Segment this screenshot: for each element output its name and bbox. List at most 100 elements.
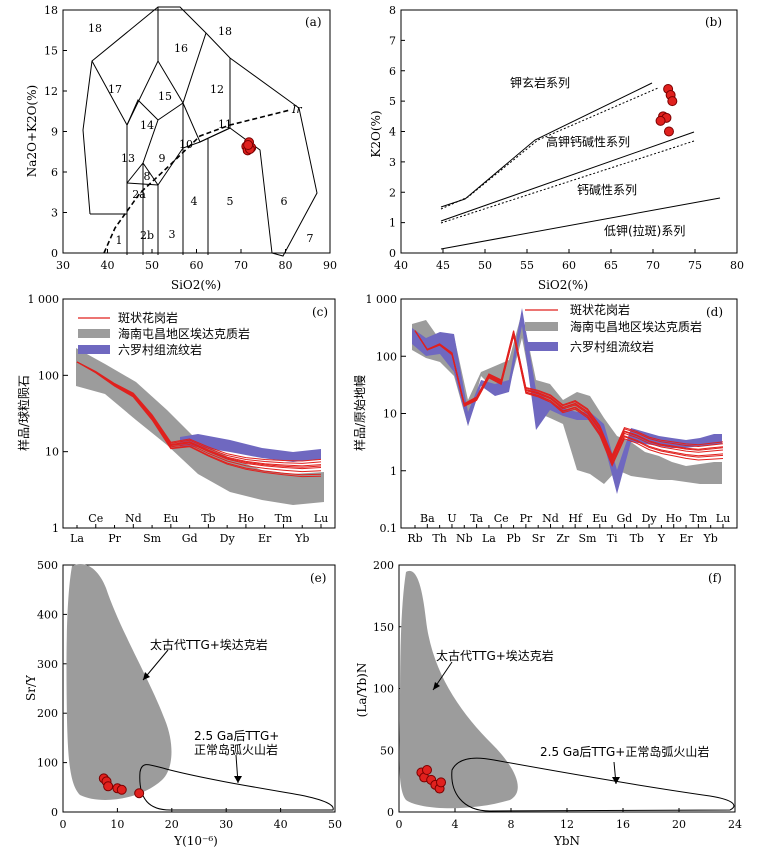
panel-d-legend: 斑状花岗岩 海南屯昌地区埃达克质岩 六罗村组流纹岩 <box>525 302 702 354</box>
panel-a-xtick-label: 30 <box>56 259 70 272</box>
panel-d-upper-label: U <box>447 512 456 525</box>
panel-a-ytick-label: 18 <box>44 4 58 17</box>
panel-c-lower-label: Yb <box>294 532 309 545</box>
panel-d-ytick-label: 1 000 <box>366 293 398 306</box>
arrowhead-f1 <box>433 682 440 690</box>
panel-a-ytick-label: 12 <box>44 85 58 98</box>
panel-a-ytick-label: 0 <box>51 247 58 260</box>
panel-b-ytick-label: 8 <box>389 4 396 17</box>
panel-c-upper-label: Eu <box>163 512 178 525</box>
panel-e-xtick-label: 20 <box>165 818 179 831</box>
panel-b-ylabel: K2O(%) <box>369 110 383 157</box>
panel-a-xtick-label: 70 <box>234 259 248 272</box>
panel-c-ylabel: 样品/球粒陨石 <box>16 375 31 451</box>
tas-field-label: 13 <box>121 152 135 165</box>
panel-d-ylabel: 样品/原始地幔 <box>352 375 367 451</box>
tas-field-label: 15 <box>158 90 172 103</box>
panel-d-ytick-label: 1 <box>390 465 397 478</box>
panel-f-xtick-label: 20 <box>672 818 686 831</box>
tas-field-label: 18 <box>218 25 232 38</box>
panel-e-label-post-2: 正常岛弧火山岩 <box>194 742 278 757</box>
panel-d-upper-label: Tm <box>689 512 707 525</box>
panel-e-label-archean: 太古代TTG+埃达克岩 <box>150 637 268 652</box>
panel-d-lower-label: Rb <box>407 532 422 545</box>
panel-c-lower-label: Dy <box>220 532 236 545</box>
panel-f-label-archean: 太古代TTG+埃达克岩 <box>436 648 554 663</box>
panel-b-ytick-label: 6 <box>389 65 396 78</box>
panel-d-upper-label: Ho <box>666 512 683 525</box>
panel-f-xtick-label: 8 <box>508 818 515 831</box>
legend-adakite: 海南屯昌地区埃达克质岩 <box>118 326 250 341</box>
data-point <box>422 765 432 776</box>
panel-a-ytick-label: 6 <box>51 166 58 179</box>
panel-a-ytick-label: 3 <box>51 207 58 220</box>
tas-field-boundaries <box>82 6 318 257</box>
panel-c-upper-label: Tb <box>201 512 215 525</box>
panel-b-xtick-label: 60 <box>562 259 576 272</box>
panel-c-ytick-label: 1 000 <box>28 293 60 306</box>
panel-e-ytick-label: 500 <box>37 559 58 572</box>
panel-c-upper-label: Nd <box>125 512 142 525</box>
tas-field-label: 16 <box>174 42 188 55</box>
panel-d-upper-label: Ce <box>494 512 509 525</box>
granite-pattern-line <box>76 361 322 468</box>
panel-b-ytick-label: 3 <box>389 156 396 169</box>
tas-field-label: 5 <box>227 195 234 208</box>
panel-d-lower-label: Zr <box>556 532 570 545</box>
panel-c-upper-label: Lu <box>314 512 328 525</box>
panel-f-xtick-label: 0 <box>396 818 403 831</box>
series-boundaries <box>440 82 721 250</box>
panel-d-ytick-label: 100 <box>376 350 397 363</box>
panel-a-frame <box>62 9 331 254</box>
panel-b-points <box>655 83 678 137</box>
panel-c-upper-label: Ho <box>238 512 255 525</box>
tas-field-label: 12 <box>210 83 224 96</box>
arrowhead-f2 <box>612 777 620 784</box>
panel-f-ylabel: (La/Yb)N <box>355 663 369 718</box>
panel-d-lower-label: Sr <box>532 532 546 545</box>
panel-d-lower-label: Sm <box>578 532 597 545</box>
panel-b-xtick-label: 55 <box>520 259 534 272</box>
granite-pattern-line <box>76 361 322 462</box>
granite-pattern-line <box>414 330 724 461</box>
panel-f-ytick-label: 50 <box>380 744 394 757</box>
panel-f-xtick-label: 4 <box>452 818 459 831</box>
panel-f-xtick-label: 16 <box>616 818 630 831</box>
panel-e-label-post-1: 2.5 Ga后TTG+ <box>194 729 279 743</box>
panel-f-xtick-label: 24 <box>728 818 742 831</box>
panel-e-tag: (e) <box>310 571 326 585</box>
panel-f: 0 4 8 12 16 20 24 0 50 100 150 200 (f) YbN (La/Yb)N… <box>355 559 742 848</box>
panel-c-adakite-field <box>76 348 324 505</box>
panel-c-legend: 斑状花岗岩 海南屯昌地区埃达克质岩 六罗村组流纹岩 <box>78 310 250 357</box>
panel-d-upper-label: Eu <box>592 512 607 525</box>
panel-d-ytick-label: 0.1 <box>380 522 398 535</box>
panel-c-ytick-label: 100 <box>38 369 59 382</box>
panel-f-xtick-label: 12 <box>560 818 574 831</box>
panel-f-points <box>416 765 446 794</box>
tas-field-label: 4 <box>191 195 198 208</box>
tas-field-label: 17 <box>108 83 122 96</box>
panel-d-lower-label: La <box>482 532 496 545</box>
tas-field-label: 6 <box>281 195 288 208</box>
panel-d-upper-label: Gd <box>617 512 633 525</box>
panel-e-ytick-label: 0 <box>51 806 58 819</box>
panel-a-ir-label: Ir <box>291 103 302 116</box>
panel-f-xlabel: YbN <box>553 834 580 848</box>
panel-d-lower-label: Yb <box>703 532 718 545</box>
tas-field-label: 2a <box>132 188 146 201</box>
panel-f-label-post: 2.5 Ga后TTG+正常岛弧火山岩 <box>540 744 709 759</box>
panel-c-rhyolite-band <box>180 434 321 462</box>
panel-d-upper-label: Pr <box>520 512 533 525</box>
panel-d-lower-label: Pb <box>506 532 520 545</box>
panel-e-xtick-label: 30 <box>219 818 233 831</box>
panel-d-granite-lines <box>414 330 724 467</box>
tas-field-label: 2b <box>140 229 154 242</box>
panel-b-xtick-label: 45 <box>436 259 450 272</box>
data-point <box>436 777 446 788</box>
panel-d-upper-label: Lu <box>716 512 730 525</box>
panel-c-lower-label: Er <box>258 532 272 545</box>
panel-b-xlabel: SiO2(%) <box>538 278 588 292</box>
panel-e-ytick-label: 300 <box>37 658 58 671</box>
panel-d-lower-label: Er <box>679 532 693 545</box>
